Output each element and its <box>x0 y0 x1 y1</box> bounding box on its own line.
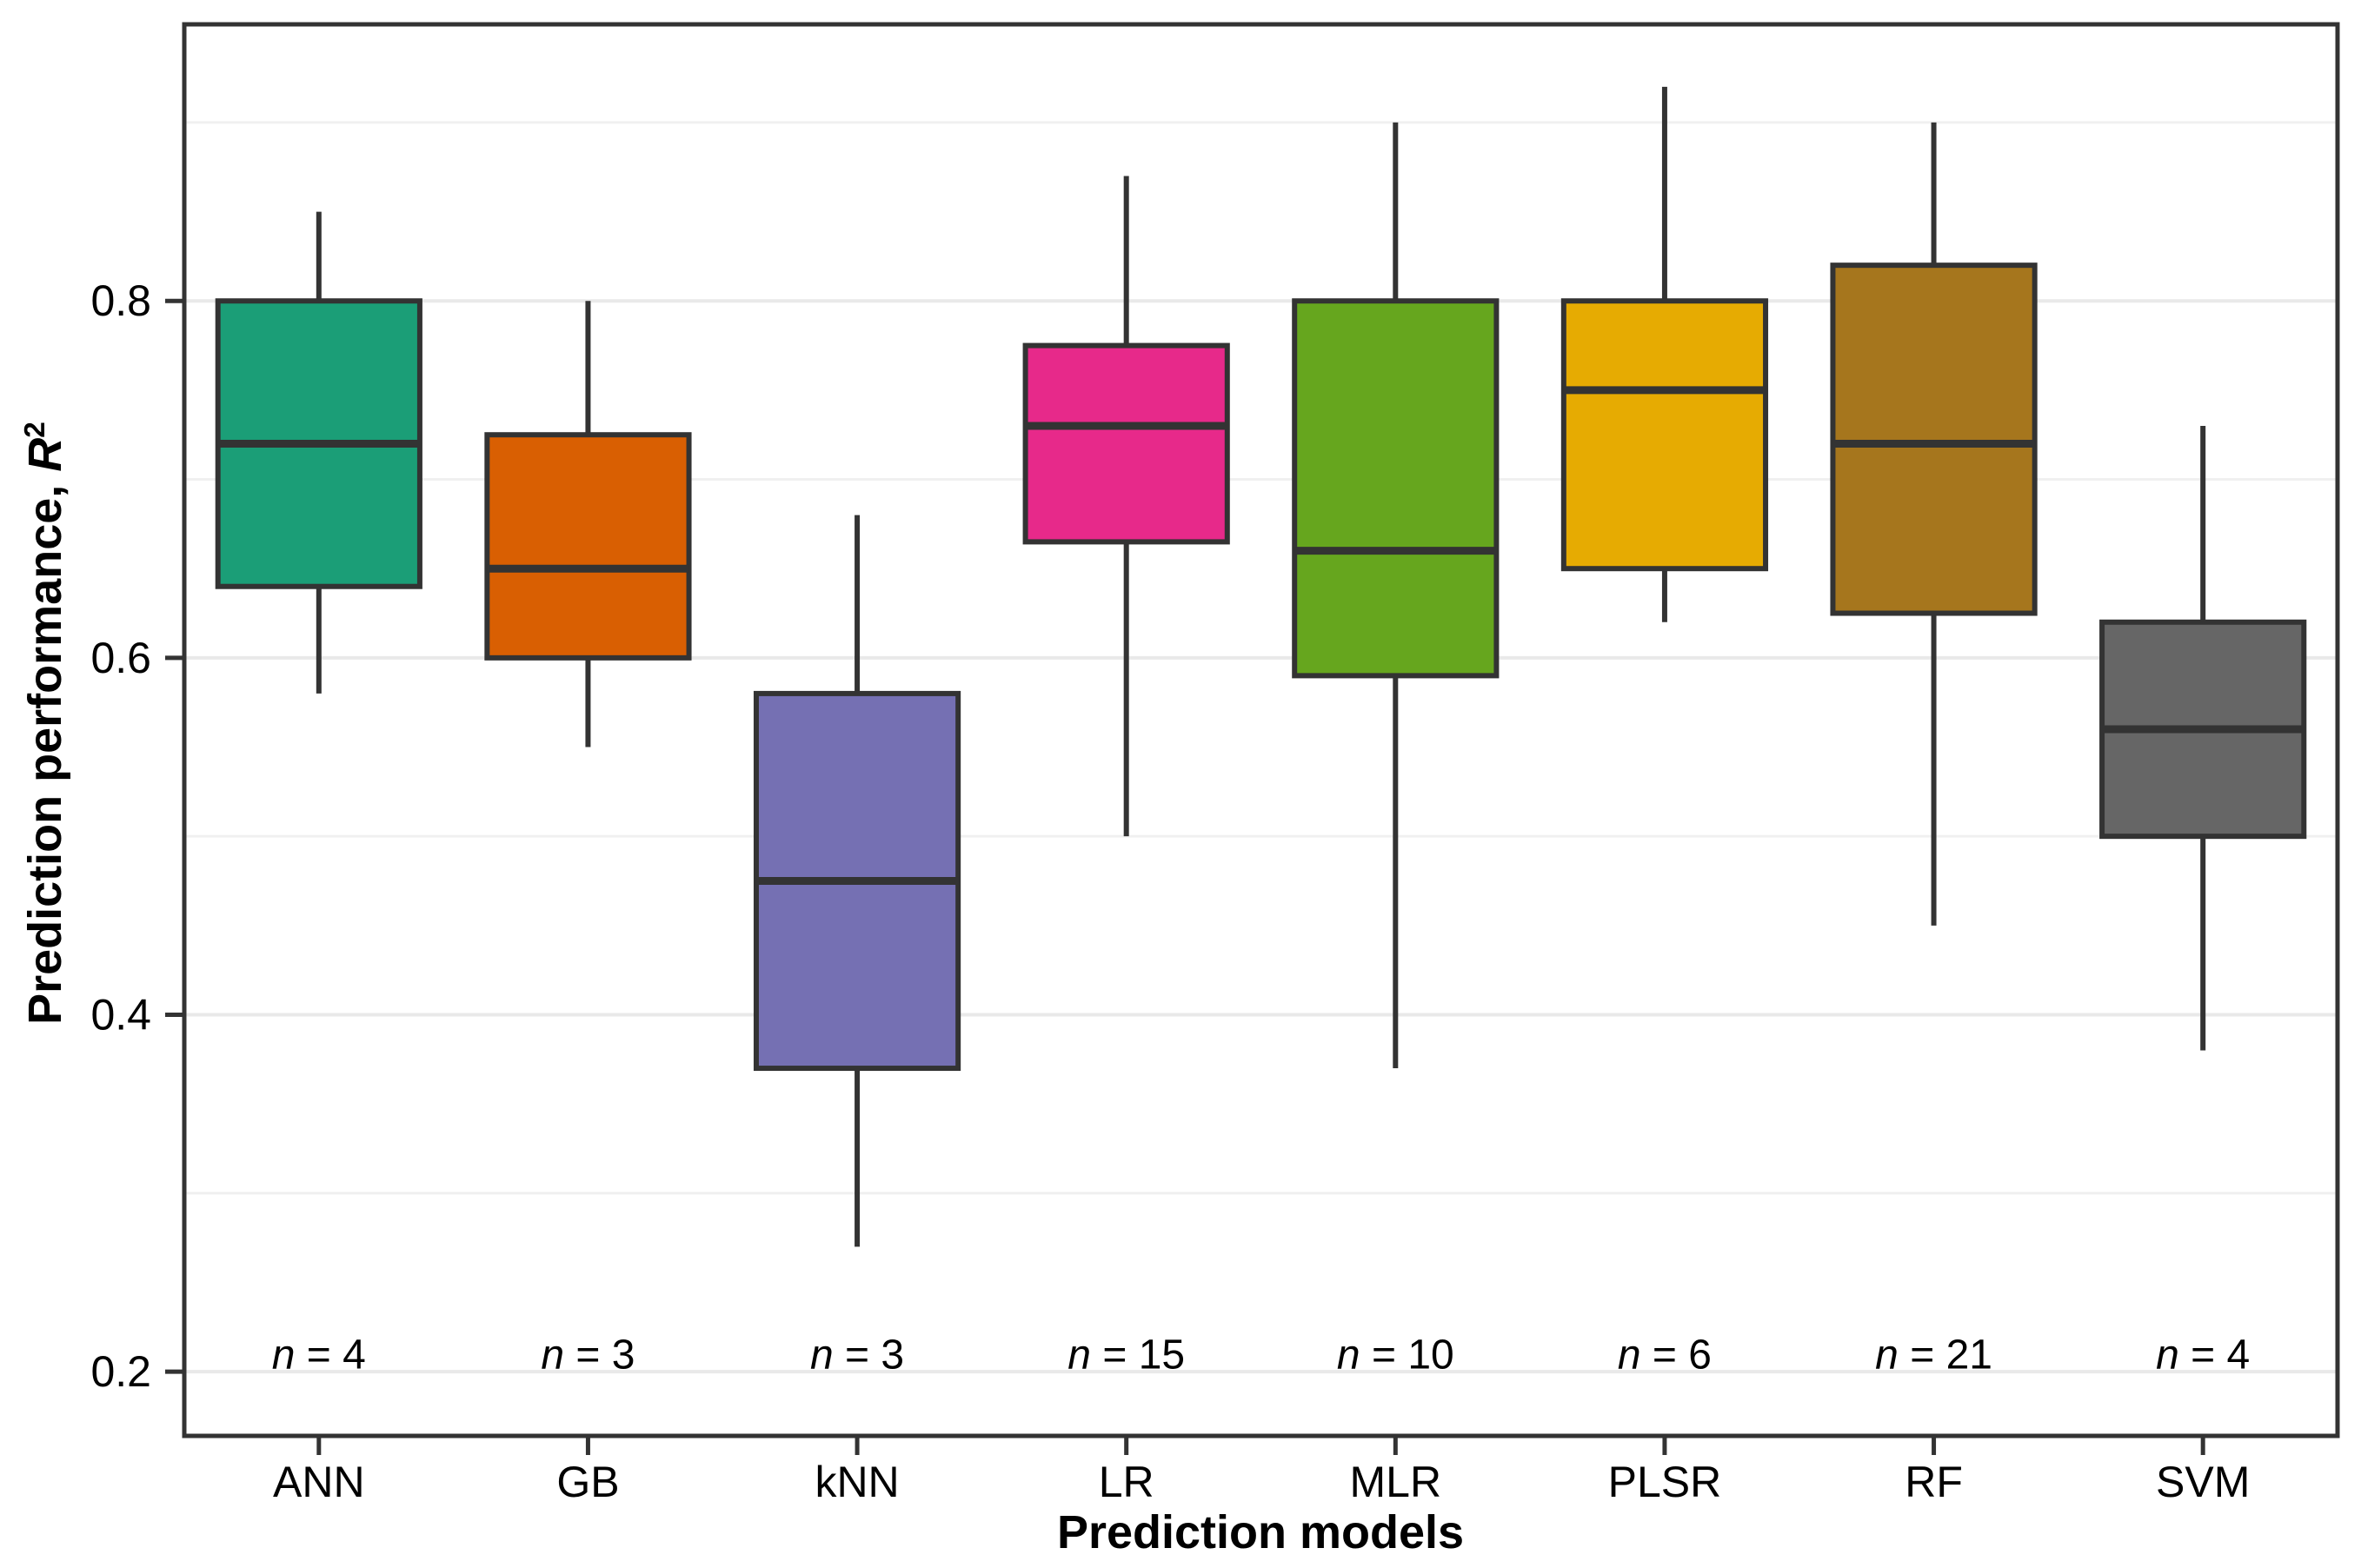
x-axis-title: Prediction models <box>1056 1506 1465 1558</box>
iqr-box-MLR <box>1292 298 1500 679</box>
x-tick-label-PLSR: PLSR <box>1608 1458 1722 1506</box>
y-axis-title-variable: R <box>19 437 71 472</box>
box-LR <box>1022 176 1230 837</box>
n-label-SVM: n = 4 <box>2156 1332 2250 1379</box>
box-PLSR <box>1560 86 1769 622</box>
y-axis-title-superscript: 2 <box>19 422 51 438</box>
iqr-box-PLSR <box>1560 298 1769 572</box>
n-label-MLR: n = 10 <box>1337 1332 1454 1379</box>
box-kNN <box>753 515 961 1247</box>
iqr-box-LR <box>1022 342 1230 545</box>
y-tick-label-0.8: 0.8 <box>90 276 151 325</box>
y-axis-title: Prediction performance, R2 <box>18 422 72 1025</box>
box-ANN <box>215 211 422 694</box>
x-tick-label-LR: LR <box>1099 1458 1154 1506</box>
axes: 0.2 0.4 0.6 0.8 ANN n = 4 GB n = 3 kNN n = 3 LR n =… <box>90 276 2250 1506</box>
n-label-PLSR: n = 6 <box>1618 1332 1712 1379</box>
panel-frame <box>182 22 2340 1438</box>
x-tick-label-GB: GB <box>556 1458 619 1506</box>
n-label-LR: n = 15 <box>1067 1332 1185 1379</box>
iqr-box-GB <box>484 432 692 661</box>
box-SVM <box>2099 425 2307 1051</box>
x-tick-label-ANN: ANN <box>273 1458 365 1506</box>
x-tick-label-MLR: MLR <box>1350 1458 1442 1506</box>
y-tick-label-0.6: 0.6 <box>90 634 151 682</box>
n-label-kNN: n = 3 <box>810 1332 904 1379</box>
n-label-RF: n = 21 <box>1875 1332 1992 1379</box>
x-tick-label-kNN: kNN <box>815 1458 899 1506</box>
boxes <box>215 86 2307 1247</box>
iqr-box-RF <box>1830 262 2038 616</box>
n-label-ANN: n = 4 <box>272 1332 366 1379</box>
box-MLR <box>1292 122 1500 1069</box>
x-tick-label-SVM: SVM <box>2156 1458 2250 1506</box>
y-tick-label-0.2: 0.2 <box>90 1347 151 1396</box>
y-axis-title-text: Prediction performance, <box>19 471 71 1025</box>
box-RF <box>1830 122 2038 926</box>
x-tick-label-RF: RF <box>1905 1458 1963 1506</box>
box-GB <box>484 301 692 747</box>
y-tick-label-0.4: 0.4 <box>90 990 151 1039</box>
panel-border <box>182 22 2340 1438</box>
n-label-GB: n = 3 <box>541 1332 635 1379</box>
